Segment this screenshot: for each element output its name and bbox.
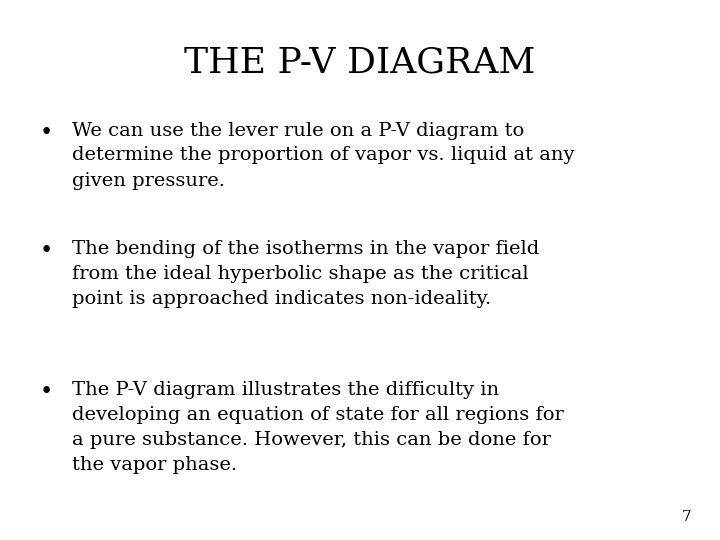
Text: The bending of the isotherms in the vapor field
from the ideal hyperbolic shape : The bending of the isotherms in the vapo… xyxy=(72,240,539,308)
Text: 7: 7 xyxy=(682,510,691,524)
Text: The P-V diagram illustrates the difficulty in
developing an equation of state fo: The P-V diagram illustrates the difficul… xyxy=(72,381,564,474)
Text: •: • xyxy=(40,381,53,403)
Text: We can use the lever rule on a P-V diagram to
determine the proportion of vapor : We can use the lever rule on a P-V diagr… xyxy=(72,122,575,190)
Text: THE P-V DIAGRAM: THE P-V DIAGRAM xyxy=(184,46,536,80)
Text: •: • xyxy=(40,122,53,144)
Text: •: • xyxy=(40,240,53,262)
